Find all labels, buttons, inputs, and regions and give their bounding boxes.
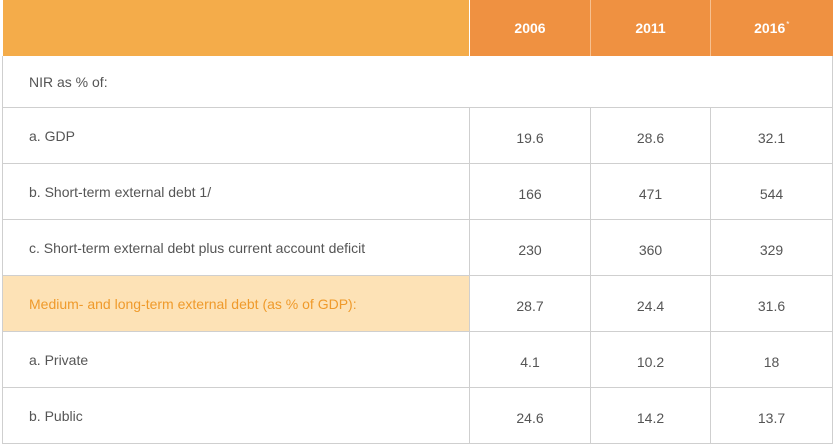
column-header-2011: 2011 (590, 0, 711, 56)
cell-value: 14.2 (590, 387, 711, 444)
cell-value: 24.6 (469, 387, 591, 444)
column-header-2006: 2006 (469, 0, 591, 56)
cell-value: 10.2 (590, 331, 711, 388)
cell-value: 18 (710, 331, 833, 388)
table-row: a. Private 4.1 10.2 18 (2, 331, 833, 388)
row-label: c. Short-term external debt plus current… (2, 219, 470, 276)
cell-value: 31.6 (710, 275, 833, 332)
table-row: b. Public 24.6 14.2 13.7 (2, 387, 833, 444)
cell-value: 544 (710, 163, 833, 220)
cell-value: 24.4 (590, 275, 711, 332)
cell-value: 4.1 (469, 331, 591, 388)
cell-value: 28.7 (469, 275, 591, 332)
section-heading-cell: NIR as % of: (2, 56, 833, 108)
cell-value: 32.1 (710, 107, 833, 164)
header-corner-cell (2, 0, 470, 56)
row-label: a. GDP (2, 107, 470, 164)
row-label: b. Short-term external debt 1/ (2, 163, 470, 220)
table-header: 2006 2011 2016* (2, 0, 833, 56)
table-row: a. GDP 19.6 28.6 32.1 (2, 107, 833, 164)
column-header-2016: 2016* (710, 0, 833, 56)
cell-value: 166 (469, 163, 591, 220)
table-body: NIR as % of: a. GDP 19.6 28.6 32.1 b. Sh… (2, 56, 833, 444)
row-label: a. Private (2, 331, 470, 388)
column-header-label: 2006 (514, 20, 546, 36)
cell-value: 230 (469, 219, 591, 276)
column-header-label: 2011 (635, 20, 666, 36)
highlighted-row-label: Medium- and long-term external debt (as … (2, 275, 470, 332)
cell-value: 471 (590, 163, 711, 220)
cell-value: 19.6 (469, 107, 591, 164)
highlighted-table-row: Medium- and long-term external debt (as … (2, 275, 833, 332)
table-row: c. Short-term external debt plus current… (2, 219, 833, 276)
table-row: b. Short-term external debt 1/ 166 471 5… (2, 163, 833, 220)
row-label: b. Public (2, 387, 470, 444)
cell-value: 329 (710, 219, 833, 276)
cell-value: 360 (590, 219, 711, 276)
cell-value: 28.6 (590, 107, 711, 164)
header-row: 2006 2011 2016* (2, 0, 833, 56)
section-heading-row: NIR as % of: (2, 56, 833, 108)
footnote-mark: * (786, 20, 790, 30)
section-heading: NIR as % of: (29, 73, 108, 90)
column-header-label: 2016 (754, 20, 786, 36)
cell-value: 13.7 (710, 387, 833, 444)
